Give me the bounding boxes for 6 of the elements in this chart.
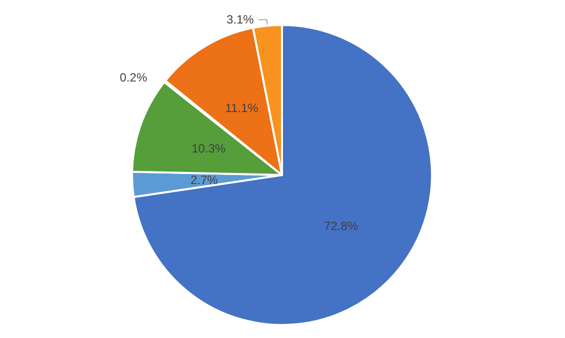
data-label: 11.1% [225, 101, 259, 116]
data-label: 72.8% [324, 218, 358, 233]
data-label: 3.1% [226, 12, 254, 27]
data-label: 10.3% [192, 142, 226, 156]
data-label: 0.2% [120, 70, 148, 85]
data-label: 2.7% [190, 172, 218, 187]
